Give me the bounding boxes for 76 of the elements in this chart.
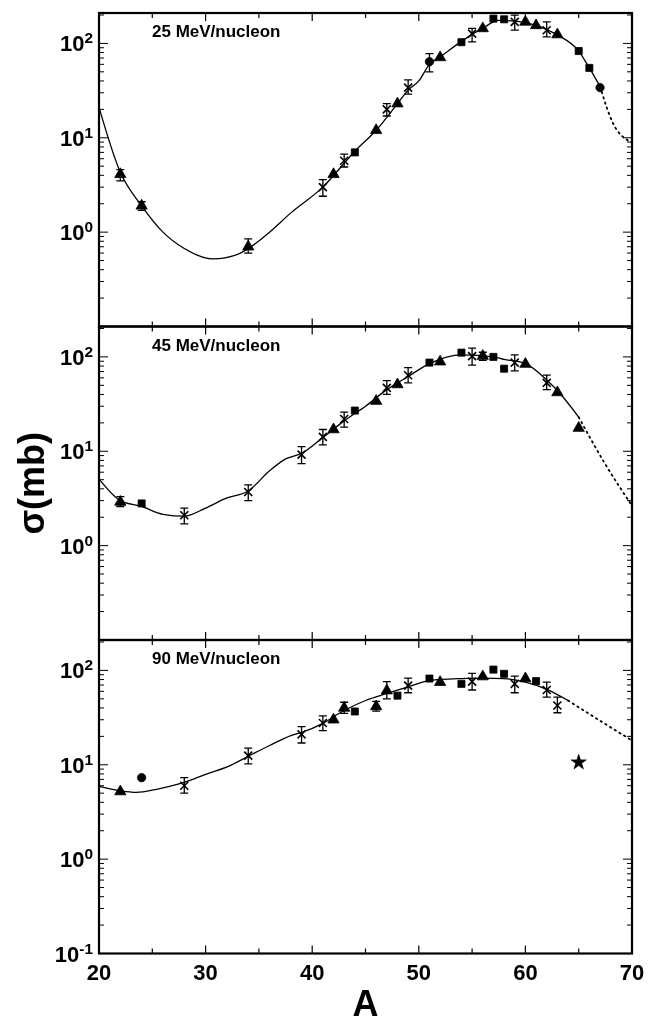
point [595,83,605,93]
point [552,700,563,711]
y-tick-label: 10$^{1}$ [59,123,94,151]
point [327,712,340,724]
y-axis-title: σ(mb) [11,431,52,535]
point [434,675,447,686]
point [391,96,404,108]
point [541,685,552,695]
point [339,414,349,424]
point [457,348,466,357]
point [350,148,359,157]
point [500,669,509,678]
point [467,676,477,687]
x-tick-label: 30 [193,959,218,985]
point [318,718,328,728]
point [530,18,543,30]
y-tick-label: 10$^{0}$ [59,844,93,873]
point [114,167,127,178]
x-tick-label: 20 [86,959,112,985]
point [489,352,498,361]
y-tick-label: 10$^{0}$ [59,217,93,246]
point [509,357,520,368]
point [424,57,435,67]
point [350,707,359,716]
point [457,679,466,688]
point [137,499,146,508]
point [585,63,594,72]
point [380,683,393,695]
point [467,351,477,361]
point [391,377,404,389]
text: 45 MeV/nucleon [152,335,281,355]
x-axis-title: A [352,982,379,1023]
point [434,354,447,366]
point [243,750,254,761]
y-tick-label: 10$^{2}$ [59,655,93,684]
point [519,671,532,683]
point [318,432,328,442]
point [572,421,585,432]
point [370,123,383,134]
point [179,510,190,521]
point [570,754,587,770]
point [489,665,498,674]
point [370,394,383,405]
point [296,449,307,460]
point [519,357,532,368]
point [296,729,307,740]
point [541,25,552,36]
point [350,406,359,415]
point [489,14,498,23]
x-tick-label: 50 [406,959,432,985]
point [403,370,413,380]
point [425,358,434,367]
point [541,378,552,388]
point [532,677,540,686]
y-tick-label: 10$^{1}$ [59,436,94,465]
point [393,691,402,700]
x-tick-label: 70 [619,959,645,985]
y-tick-label: 10$^{1}$ [59,750,94,778]
y-tick-label: 10$^{2}$ [59,342,93,370]
point [509,679,520,689]
text: 90 MeV/nucleon [152,649,281,668]
x-tick-label: 40 [299,959,325,985]
point [509,17,520,27]
point [425,674,434,683]
text: 25 MeV/nucleon [152,22,281,41]
point [327,167,340,178]
point [467,28,477,39]
x-tick-label: 60 [513,959,538,985]
point [500,15,509,24]
y-tick-label: 10$^{2}$ [59,28,93,57]
y-tick-label: 10$^{0}$ [59,531,93,559]
point [519,14,532,26]
point [137,773,147,783]
point [500,364,509,373]
point [114,784,127,796]
point [457,38,466,47]
